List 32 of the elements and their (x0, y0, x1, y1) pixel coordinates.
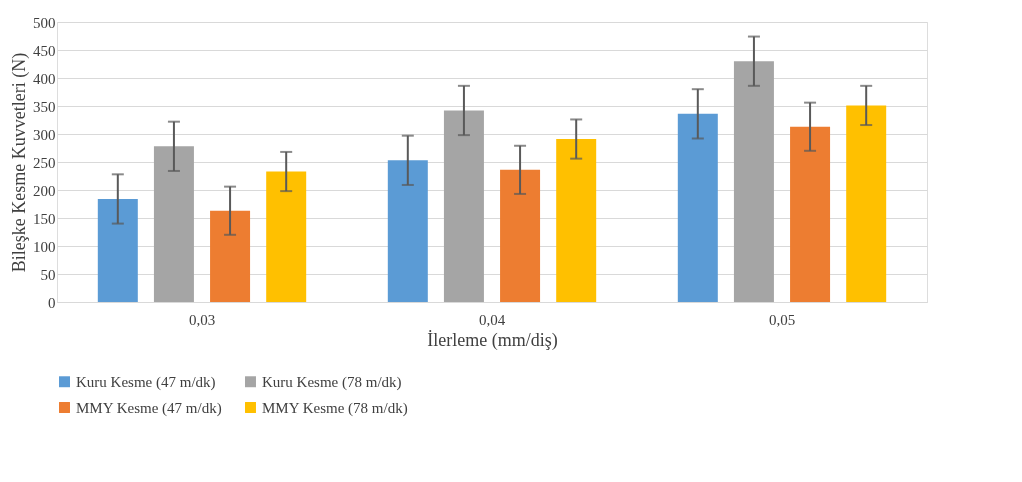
x-tick-label: 0,05 (768, 311, 796, 328)
bar (266, 171, 307, 302)
bar (556, 139, 597, 302)
bar (153, 146, 194, 302)
y-tick-label: 500 (33, 14, 56, 31)
legend-label: Kuru Kesme (47 m/dk) (76, 373, 216, 391)
bar (443, 110, 484, 302)
y-tick-label: 350 (33, 98, 56, 115)
x-tick-label: 0,03 (188, 311, 216, 328)
bar (210, 210, 251, 302)
x-axis-title: İlerleme (mm/diş) (427, 329, 558, 351)
y-tick-label: 400 (33, 70, 56, 87)
bar (790, 126, 831, 302)
y-tick-label: 450 (33, 42, 56, 59)
bar (500, 169, 541, 302)
x-tick-label: 0,04 (478, 311, 506, 328)
bar (387, 160, 428, 302)
legend-label: MMY Kesme (47 m/dk) (76, 399, 222, 417)
y-tick-label: 50 (40, 266, 56, 283)
y-tick-label: 0 (48, 294, 56, 311)
bar (846, 105, 887, 302)
y-tick-label: 150 (33, 210, 56, 227)
y-tick-label: 300 (33, 126, 56, 143)
y-tick-label: 250 (33, 154, 56, 171)
legend-label: MMY Kesme (78 m/dk) (262, 399, 408, 417)
bar (733, 61, 774, 302)
bar (677, 113, 718, 302)
y-tick-label: 200 (33, 182, 56, 199)
bar (97, 198, 138, 302)
legend-label: Kuru Kesme (78 m/dk) (262, 373, 402, 391)
y-tick-label: 100 (33, 238, 56, 255)
y-axis-title: Bileşke Kesme Kuvvetleri (N) (9, 52, 30, 273)
